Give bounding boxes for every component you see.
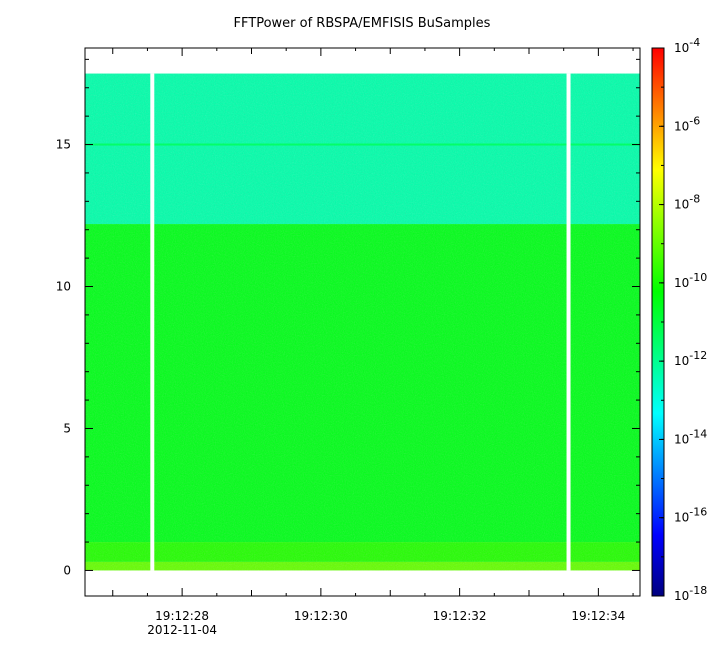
x-tick-label: 19:12:28 — [155, 609, 209, 623]
plot-frame — [84, 47, 641, 597]
y-tick-label: 15 — [56, 138, 71, 152]
x-tick-label: 19:12:30 — [294, 609, 348, 623]
x-tick-label: 19:12:34 — [571, 609, 625, 623]
colorbar-tick-label: 10-6 — [674, 114, 700, 133]
y-tick-label: 0 — [63, 563, 71, 577]
noise-texture — [85, 73, 640, 571]
frequency-line — [85, 143, 640, 146]
colorbar-tick-label: 10-4 — [674, 36, 700, 55]
colorbar-tick-label: 10-18 — [674, 584, 707, 603]
colorbar-tick-label: 10-10 — [674, 271, 707, 290]
colorbar-tick-label: 10-8 — [674, 193, 700, 212]
data-gap — [150, 73, 155, 571]
colorbar-tick-label: 10-16 — [674, 506, 707, 525]
colorbar-tick-label: 10-14 — [674, 427, 707, 446]
x-date-label: 2012-11-04 — [147, 623, 217, 637]
y-tick-label: 5 — [63, 421, 71, 435]
chart-title: FFTPower of RBSPA/EMFISIS BuSamples — [233, 16, 491, 31]
colorbar-tick-label: 10-12 — [674, 349, 707, 368]
y-tick-label: 10 — [56, 280, 71, 294]
x-tick-label: 19:12:32 — [433, 609, 487, 623]
data-gap — [566, 73, 571, 571]
